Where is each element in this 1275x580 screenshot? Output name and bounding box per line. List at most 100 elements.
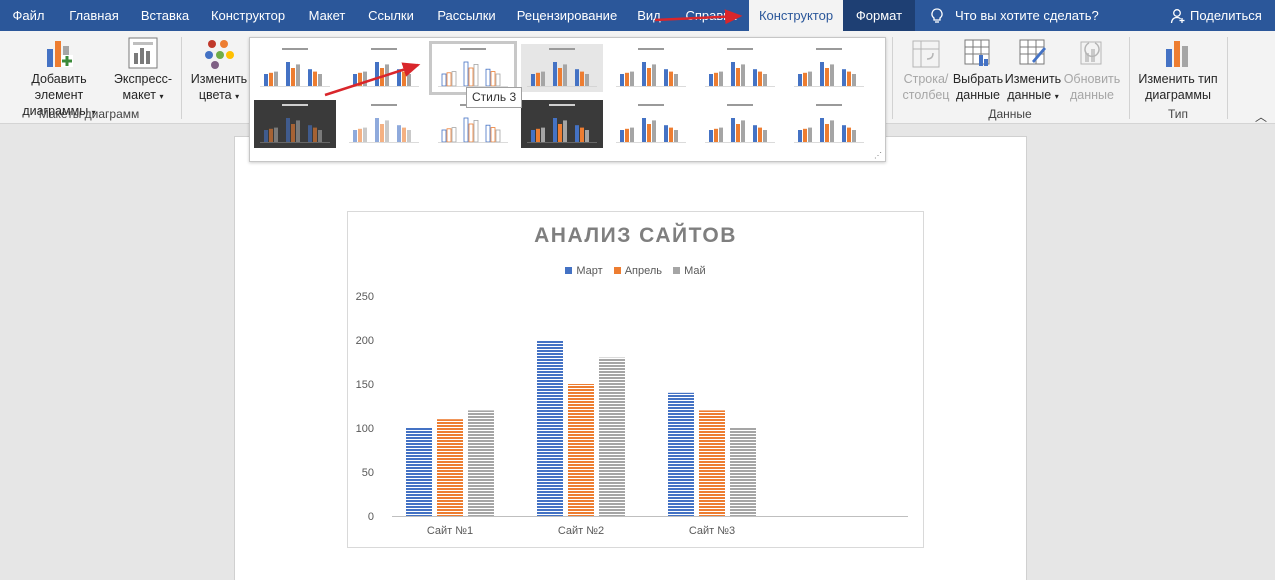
palette-icon (205, 40, 234, 69)
group-label-data: Данные (988, 107, 1032, 121)
tab-home[interactable]: Главная (69, 8, 119, 23)
chart-legend[interactable]: Март Апрель Май (348, 265, 923, 277)
tab-insert[interactable]: Вставка (140, 8, 190, 23)
legend-item-may: Май (673, 265, 706, 277)
bar-Апрель-1[interactable] (437, 419, 463, 516)
switch-row-column-label-2: столбец (902, 88, 950, 102)
add-chart-element-label-1: Добавить элемент (31, 72, 87, 102)
legend-item-march: Март (565, 265, 603, 277)
ribbon-tab-bar: Файл Главная Вставка Конструктор Макет С… (0, 0, 1275, 31)
tell-me-box[interactable]: Что вы хотите сделать? (925, 0, 1099, 31)
bar-Март-3[interactable] (668, 392, 694, 516)
plot-area: 0 50 100 150 200 250 Сайт №1 Сайт №2 Сайт №3 (356, 291, 908, 537)
chart-styles-gallery: ⋰ (249, 37, 886, 162)
chart-style-preview-icon (699, 100, 781, 148)
bar-Май-3[interactable] (730, 428, 756, 516)
chart-style-12[interactable] (610, 100, 692, 148)
bar-Апрель-2[interactable] (568, 384, 594, 516)
add-chart-element-icon (47, 41, 73, 67)
chart-style-preview-icon (521, 44, 603, 92)
chart-style-6[interactable] (699, 44, 781, 92)
tab-design[interactable]: Конструктор (210, 8, 286, 23)
legend-item-april: Апрель (613, 265, 663, 277)
chart-style-1[interactable] (254, 44, 336, 92)
chart-style-preview-icon (610, 44, 692, 92)
add-chart-element-label-2: диаграммы (22, 104, 89, 118)
edit-data-label-1: Изменить (1004, 72, 1062, 86)
chart-style-14[interactable] (788, 100, 870, 148)
chevron-down-icon: ▾ (159, 92, 164, 101)
change-colors-button[interactable]: Изменить цвета ▾ (187, 37, 251, 105)
person-add-icon (1170, 9, 1185, 24)
chart-style-preview-icon (254, 100, 336, 148)
legend-label: Май (684, 265, 706, 277)
tab-review[interactable]: Рецензирование (516, 8, 618, 23)
tab-format[interactable]: Формат (843, 0, 915, 31)
quick-layout-button[interactable]: Экспресс- макет ▾ (113, 37, 173, 105)
chart-style-preview-icon (432, 44, 514, 92)
chart-style-9[interactable] (343, 100, 425, 148)
legend-label: Март (576, 265, 603, 277)
chart-style-2[interactable] (343, 44, 425, 92)
share-button[interactable]: Поделиться (1168, 0, 1262, 31)
change-chart-type-label-1: Изменить тип (1138, 72, 1218, 86)
resize-grip-icon[interactable]: ⋰ (874, 151, 882, 160)
y-tick-label: 50 (362, 467, 374, 479)
bar-Апрель-3[interactable] (699, 410, 725, 516)
tab-help[interactable]: Справка (685, 8, 737, 23)
switch-row-column-button[interactable]: Строка/ столбец (898, 37, 954, 103)
change-chart-type-label-2: диаграммы (1145, 88, 1211, 102)
chart-area[interactable]: АНАЛИЗ САЙТОВ Март Апрель Май 0 50 100 150 2… (347, 211, 924, 548)
share-label: Поделиться (1190, 8, 1262, 23)
refresh-data-label-2: данные (1070, 88, 1114, 102)
chart-style-preview-icon (254, 44, 336, 92)
chart-style-13[interactable] (699, 100, 781, 148)
edit-data-button[interactable]: Изменить данные ▾ (1004, 37, 1062, 105)
x-category-label: Сайт №1 (427, 525, 473, 537)
chart-style-preview-icon (788, 100, 870, 148)
select-data-button[interactable]: Выбрать данные (952, 37, 1004, 103)
tab-chart-design[interactable]: Конструктор (749, 0, 843, 31)
chart-style-preview-icon (610, 100, 692, 148)
x-category-label: Сайт №2 (558, 525, 604, 537)
change-chart-type-button[interactable]: Изменить тип диаграммы (1136, 37, 1220, 103)
group-separator (1227, 37, 1228, 119)
chart-style-8[interactable] (254, 100, 336, 148)
refresh-data-icon (1080, 41, 1102, 65)
chart-style-3[interactable] (429, 41, 517, 95)
chart-style-11[interactable] (521, 100, 603, 148)
chart-style-5[interactable] (610, 44, 692, 92)
tab-references[interactable]: Ссылки (368, 8, 414, 23)
quick-layout-icon (128, 37, 158, 69)
refresh-data-button[interactable]: Обновить данные (1062, 37, 1122, 103)
add-chart-element-button[interactable]: Добавить элемент диаграммы ▾ (6, 37, 112, 121)
y-tick-label: 200 (356, 335, 374, 347)
y-tick-label: 0 (368, 511, 374, 523)
y-tick-label: 100 (356, 423, 374, 435)
y-tick-label: 250 (356, 291, 374, 303)
chart-title[interactable]: АНАЛИЗ САЙТОВ (534, 224, 737, 247)
chart-style-10[interactable] (432, 100, 514, 148)
legend-swatch (673, 267, 681, 274)
select-data-icon (964, 39, 990, 66)
chart-style-preview-icon (521, 100, 603, 148)
legend-label: Апрель (624, 265, 663, 277)
change-colors-label-1: Изменить (190, 72, 248, 86)
tab-file[interactable]: Файл (12, 8, 45, 23)
chart-style-7[interactable] (788, 44, 870, 92)
tab-view[interactable]: Вид (637, 8, 661, 23)
bar-Май-1[interactable] (468, 410, 494, 516)
tab-mailings[interactable]: Рассылки (437, 8, 496, 23)
chart-style-4[interactable] (521, 44, 603, 92)
y-tick-label: 150 (356, 379, 374, 391)
quick-layout-label-2: макет (122, 88, 156, 102)
bar-Май-2[interactable] (599, 357, 625, 516)
switch-row-column-icon (912, 40, 940, 68)
edit-data-label-2: данные (1007, 88, 1052, 102)
change-colors-label-2: цвета (198, 88, 232, 102)
bar-Март-2[interactable] (537, 340, 563, 516)
bar-Март-1[interactable] (406, 428, 432, 516)
tab-layout[interactable]: Макет (308, 8, 346, 23)
collapse-ribbon-icon[interactable]: ︿ (1254, 110, 1267, 124)
quick-layout-label-1: Экспресс- (113, 72, 173, 86)
